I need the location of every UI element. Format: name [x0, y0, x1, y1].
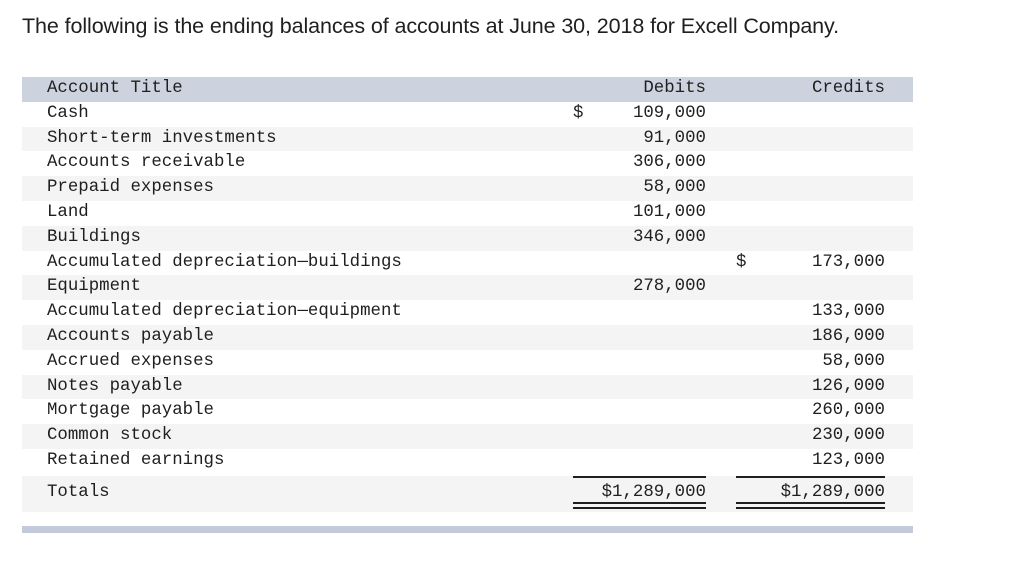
credit-currency: $ [736, 252, 747, 272]
intro-text: The following is the ending balances of … [22, 14, 839, 38]
table-row: Common stock 230,000 [22, 424, 913, 449]
double-underline [573, 501, 706, 509]
totals-credit: $1,289,000 [780, 482, 885, 502]
account-title: Buildings [47, 227, 141, 247]
table-header-row: Account Title Debits Credits [22, 77, 913, 102]
totals-row: Totals $1,289,000 $1,289,000 [22, 475, 913, 512]
header-credits: Credits [811, 79, 885, 98]
debit-amount: 346,000 [632, 227, 706, 247]
table-row: Accounts payable 186,000 [22, 324, 913, 350]
double-underline [736, 501, 885, 509]
credit-amount: 260,000 [811, 401, 885, 421]
debit-amount: 91,000 [643, 128, 706, 148]
credit-amount: 173,000 [811, 252, 885, 272]
debit-amount: 109,000 [632, 103, 706, 123]
credit-amount: 230,000 [811, 426, 885, 446]
account-title: Short-term investments [47, 128, 277, 148]
totals-debit: $1,289,000 [601, 482, 706, 502]
table-row: Accounts receivable 306,000 [22, 151, 913, 177]
credit-amount: 186,000 [811, 326, 885, 346]
account-title: Accumulated depreciation—buildings [47, 252, 402, 272]
account-title: Prepaid expenses [47, 178, 214, 198]
account-title: Notes payable [47, 376, 183, 396]
header-account-title: Account Title [47, 79, 183, 98]
account-title: Accounts payable [47, 326, 214, 346]
debit-amount: 278,000 [632, 277, 706, 297]
table-row: Accumulated depreciation—equipment 133,00… [22, 300, 913, 325]
debit-amount: 306,000 [632, 153, 706, 173]
table-row: Notes payable 126,000 [22, 374, 913, 400]
credit-amount: 133,000 [811, 302, 885, 322]
table-row: Land 101,000 [22, 200, 913, 226]
table-row: Mortgage payable 260,000 [22, 399, 913, 425]
table-row: Retained earnings 123,000 [22, 448, 913, 474]
account-title: Cash [47, 103, 89, 123]
account-title: Accrued expenses [47, 351, 214, 371]
credit-amount: 126,000 [811, 376, 885, 396]
credit-amount: 58,000 [822, 351, 885, 371]
account-title: Land [47, 202, 89, 222]
table-row: Cash $109,000 [22, 101, 913, 127]
table-row: Short-term investments 91,000 [22, 126, 913, 152]
table-row: Prepaid expenses 58,000 [22, 176, 913, 201]
header-debits: Debits [643, 79, 706, 98]
table-row: Accumulated depreciation—buildings $173,0… [22, 250, 913, 276]
account-title: Accounts receivable [47, 153, 246, 173]
credit-amount: 123,000 [811, 450, 885, 470]
debit-amount: 101,000 [632, 202, 706, 222]
debit-amount: 58,000 [643, 178, 706, 198]
table-row: Accrued expenses 58,000 [22, 349, 913, 375]
table-row: Buildings 346,000 [22, 225, 913, 251]
trial-balance-table: Account Title Debits Credits Cash $109,00… [22, 77, 913, 512]
table-footer-bar [22, 526, 913, 533]
account-title: Mortgage payable [47, 401, 214, 421]
account-title: Retained earnings [47, 450, 225, 470]
table-row: Equipment 278,000 [22, 275, 913, 301]
account-title: Equipment [47, 277, 141, 297]
account-title: Accumulated depreciation—equipment [47, 302, 402, 322]
account-title: Common stock [47, 426, 173, 446]
totals-label: Totals [47, 482, 110, 502]
debit-currency: $ [573, 103, 584, 123]
